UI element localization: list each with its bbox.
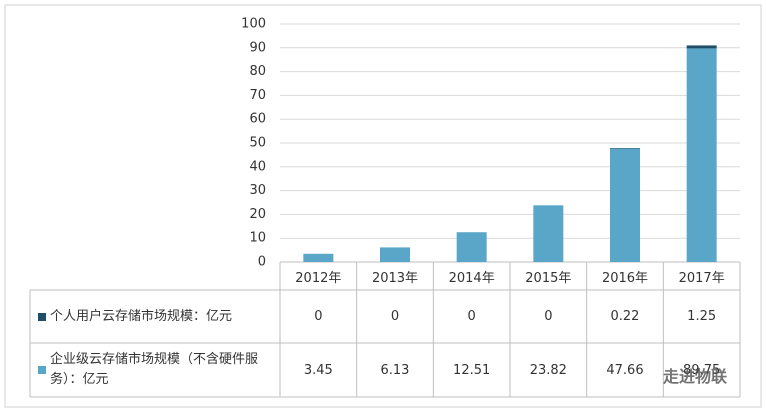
y-tick-label: 80 (249, 64, 266, 79)
legend-key (38, 366, 46, 374)
table-value: 0 (544, 309, 553, 324)
x-tick-label: 2014年 (448, 270, 495, 286)
table-value: 6.13 (380, 362, 410, 378)
table-value: 89.75 (683, 362, 721, 378)
table-value: 0 (467, 309, 476, 324)
table-value: 0 (390, 309, 400, 324)
legend-label: 个人用户云存储市场规模：亿元 (50, 308, 233, 324)
legend-key (38, 312, 46, 321)
y-tick-label: 20 (249, 207, 266, 222)
x-tick-label: 2016年 (601, 270, 649, 286)
y-tick-label: 40 (249, 159, 266, 174)
x-tick-label: 2017年 (678, 270, 725, 286)
y-tick-label: 50 (249, 136, 266, 151)
bar-segment (686, 45, 717, 49)
bar-segment (456, 232, 487, 262)
x-tick-label: 2012年 (295, 270, 342, 286)
frame (4, 4, 762, 408)
table-value: 0 (314, 309, 323, 324)
y-tick-label: 90 (249, 40, 266, 55)
legend-entry: 个人用户云存储市场规模：亿元 (30, 290, 280, 343)
bar-segment (686, 48, 717, 262)
y-tick-label: 0 (258, 255, 266, 270)
y-tick-label: 30 (249, 183, 266, 198)
legend-label: 企业级云存储市场规模（不含硬件服务）：亿元 (50, 352, 259, 387)
bar-segment (610, 148, 640, 149)
watermark: 走进物联 (662, 367, 727, 386)
table-value: 12.51 (453, 362, 491, 378)
bar-segment (303, 253, 334, 262)
table-value: 0.22 (610, 309, 640, 324)
x-tick-label: 2013年 (371, 270, 419, 286)
y-tick-label: 10 (249, 231, 266, 246)
bar-segment (610, 148, 640, 262)
y-tick-label: 100 (241, 17, 266, 32)
table-value: 47.66 (606, 362, 644, 378)
x-tick-label: 2015年 (525, 270, 572, 286)
y-tick-label: 60 (249, 112, 266, 127)
table-value: 23.82 (529, 362, 567, 378)
table-value: 1.25 (687, 309, 717, 324)
bar-segment (380, 247, 410, 262)
table-value: 3.45 (303, 362, 333, 378)
legend-entry: 企业级云存储市场规模（不含硬件服务）：亿元 (30, 343, 280, 397)
bar-segment (533, 205, 564, 262)
y-tick-label: 70 (249, 88, 266, 103)
